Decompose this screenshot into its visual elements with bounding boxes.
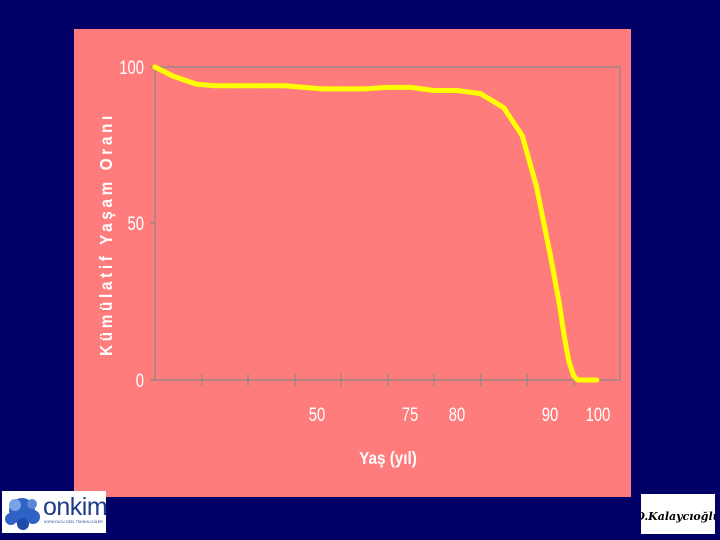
curve-point bbox=[594, 377, 600, 383]
y-axis-title: Kümülatif Yaşam Oranı bbox=[96, 112, 116, 356]
chart-axes bbox=[150, 66, 621, 386]
curve-point bbox=[171, 73, 177, 79]
onkim-logo: onkim KORUYUCU ÖZEL TEKNOLOJİLER bbox=[2, 491, 108, 533]
curve-point bbox=[212, 83, 218, 89]
curve-point bbox=[282, 83, 288, 89]
y-tick-label-50: 50 bbox=[128, 213, 144, 234]
signature-logo: O.Kalaycıoğlu bbox=[635, 494, 720, 534]
curve-point bbox=[301, 84, 307, 90]
curve-point bbox=[580, 377, 586, 383]
x-tick-label-50: 50 bbox=[309, 404, 325, 425]
onkim-tagline: KORUYUCU ÖZEL TEKNOLOJİLER bbox=[44, 520, 103, 524]
curve-point bbox=[575, 377, 581, 383]
curve-point bbox=[152, 64, 158, 70]
survival-chart: 100 50 0 50 75 80 90 100 Yaş (yıl) Kümül… bbox=[96, 57, 621, 468]
curve-point bbox=[566, 358, 572, 364]
curve-point bbox=[385, 84, 390, 90]
curve-point bbox=[584, 377, 590, 383]
curve-point bbox=[259, 83, 265, 89]
curve-point bbox=[236, 83, 242, 89]
curve-point bbox=[319, 86, 325, 92]
curve-point bbox=[501, 105, 507, 111]
curve-point bbox=[533, 183, 539, 189]
curve-point bbox=[338, 86, 344, 92]
x-tick-label-90: 90 bbox=[542, 404, 558, 425]
chart-panel: 100 50 0 50 75 80 90 100 Yaş (yıl) Kümül… bbox=[74, 29, 631, 497]
curve-point bbox=[519, 133, 525, 139]
y-tick-label-0: 0 bbox=[136, 370, 144, 391]
x-tick-label-80: 80 bbox=[449, 404, 465, 425]
curve-point bbox=[547, 252, 553, 258]
x-tick-label-100: 100 bbox=[586, 404, 611, 425]
curve-point bbox=[194, 81, 200, 87]
onkim-logo-graphic bbox=[5, 498, 40, 530]
curve-point bbox=[557, 302, 563, 308]
y-tick-label-100: 100 bbox=[119, 57, 144, 78]
x-axis-title: Yaş (yıl) bbox=[359, 448, 417, 468]
signature-text: O.Kalaycıoğlu bbox=[641, 510, 715, 523]
curve-point bbox=[431, 87, 437, 93]
curve-point bbox=[361, 86, 367, 92]
signature-graphic: O.Kalaycıoğlu bbox=[635, 510, 720, 523]
x-tick-label-75: 75 bbox=[402, 404, 418, 425]
curve-point bbox=[454, 87, 460, 93]
curve-point bbox=[561, 333, 567, 339]
series-layer bbox=[152, 64, 600, 383]
curve-point bbox=[478, 91, 483, 97]
curve-point bbox=[408, 84, 414, 90]
onkim-brand-text: onkim bbox=[43, 493, 108, 521]
curve-point bbox=[589, 377, 595, 383]
survival-curve-line bbox=[152, 64, 600, 383]
